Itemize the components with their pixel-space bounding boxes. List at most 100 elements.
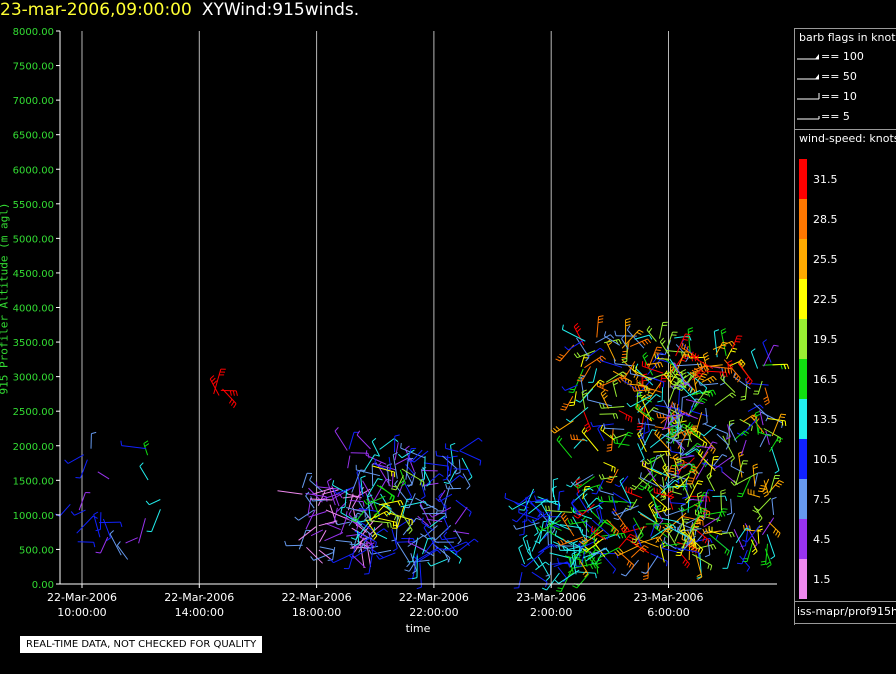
barb-feather bbox=[673, 453, 678, 458]
barb-feather bbox=[719, 347, 725, 350]
y-tick-label: 6500.00 bbox=[13, 131, 54, 142]
barb-feather bbox=[724, 367, 727, 373]
barb-feather bbox=[599, 379, 605, 383]
wind-barb bbox=[571, 554, 577, 575]
y-tick-label: 7500.00 bbox=[13, 62, 54, 73]
wind-barb bbox=[619, 552, 635, 566]
wind-barb bbox=[632, 369, 652, 381]
barb-feather bbox=[408, 537, 410, 543]
barb-feather bbox=[557, 587, 563, 590]
wind-barb bbox=[443, 545, 462, 560]
barb-feather bbox=[635, 375, 639, 380]
wind-barb bbox=[573, 391, 577, 406]
wind-barb bbox=[642, 365, 664, 374]
y-tick-label: 7000.00 bbox=[13, 96, 54, 107]
barb-feather bbox=[340, 506, 346, 509]
wind-barb bbox=[689, 431, 708, 444]
barb-feather bbox=[730, 481, 735, 486]
barb-feather bbox=[600, 424, 604, 430]
barb-feather bbox=[663, 536, 666, 543]
barb-feather bbox=[663, 493, 667, 499]
barb-feather bbox=[641, 546, 647, 551]
wind-barb bbox=[546, 572, 560, 591]
wind-barb bbox=[684, 537, 710, 545]
wind-barb bbox=[365, 545, 379, 550]
wind-barb bbox=[678, 462, 690, 471]
barb-feather bbox=[576, 434, 579, 440]
barb-feather bbox=[386, 510, 391, 516]
barb-feather bbox=[332, 480, 335, 486]
barb-feather bbox=[440, 517, 447, 520]
barb-feather bbox=[412, 570, 417, 574]
barb-feather bbox=[327, 559, 333, 561]
barb-feather bbox=[727, 363, 733, 367]
wind-barb bbox=[671, 370, 687, 389]
wind-barb bbox=[356, 434, 371, 450]
wind-barb bbox=[298, 530, 307, 550]
wind-barb bbox=[601, 406, 625, 409]
barb-feather bbox=[715, 534, 719, 540]
barb-feather bbox=[703, 392, 709, 396]
wind-barb bbox=[522, 537, 528, 550]
barb-feather bbox=[626, 560, 630, 566]
barb-feather bbox=[603, 395, 608, 400]
wind-barb bbox=[411, 471, 416, 486]
barb-feather bbox=[668, 428, 671, 434]
barb-feather bbox=[455, 472, 461, 475]
wind-barb bbox=[703, 425, 717, 437]
barb-feather bbox=[568, 391, 574, 393]
wind-barb bbox=[667, 413, 685, 424]
wind-barb bbox=[691, 356, 714, 369]
barb-feather bbox=[688, 330, 694, 333]
barb-feather bbox=[731, 392, 737, 397]
barb-feather bbox=[681, 369, 687, 373]
wind-barb bbox=[670, 451, 695, 457]
barb-feather bbox=[720, 489, 726, 492]
barb-feather bbox=[109, 530, 115, 535]
wind-barb bbox=[614, 442, 630, 446]
wind-barb bbox=[400, 501, 426, 508]
wind-barb bbox=[368, 550, 374, 574]
barb-feather bbox=[670, 476, 676, 479]
barb-feather bbox=[565, 418, 571, 423]
barb-feather bbox=[537, 513, 541, 518]
barb-feather bbox=[438, 473, 444, 477]
barb-feather bbox=[672, 424, 678, 428]
barb-feather bbox=[699, 362, 703, 368]
wind-barb bbox=[605, 371, 624, 383]
barb-feather bbox=[658, 433, 662, 439]
wind-barb bbox=[531, 511, 549, 524]
barb-feather bbox=[553, 478, 559, 481]
wind-barb bbox=[720, 330, 727, 356]
barb-feather bbox=[762, 488, 767, 492]
wind-barb bbox=[591, 519, 610, 536]
barb-feather bbox=[692, 370, 698, 374]
wind-barb bbox=[650, 524, 673, 539]
wind-barb bbox=[453, 468, 469, 470]
wind-barb bbox=[652, 409, 673, 418]
barb-feather bbox=[639, 472, 642, 478]
barb-feather bbox=[592, 563, 597, 569]
barb-feather bbox=[518, 533, 525, 536]
barb-feather bbox=[614, 484, 620, 488]
wind-barb bbox=[352, 555, 366, 569]
wind-barb bbox=[669, 457, 684, 462]
barb-feather bbox=[583, 493, 588, 498]
barb-feather bbox=[720, 328, 726, 332]
wind-barb bbox=[310, 529, 324, 537]
barb-feather bbox=[561, 405, 567, 408]
wind-barb bbox=[596, 509, 602, 524]
wind-barb bbox=[538, 521, 544, 545]
barb-feather bbox=[735, 375, 739, 381]
barb-feather bbox=[644, 339, 649, 345]
barb-feather bbox=[655, 393, 661, 398]
barb-feather bbox=[564, 517, 569, 522]
barb-feather bbox=[697, 546, 701, 552]
barb-feather bbox=[555, 426, 560, 431]
colorbar-segment bbox=[799, 239, 807, 279]
barb-feather bbox=[699, 515, 705, 519]
barb-feather bbox=[694, 353, 697, 359]
colorbar-segment bbox=[799, 399, 807, 439]
barb-feather bbox=[583, 429, 588, 435]
wind-barb bbox=[394, 442, 399, 461]
